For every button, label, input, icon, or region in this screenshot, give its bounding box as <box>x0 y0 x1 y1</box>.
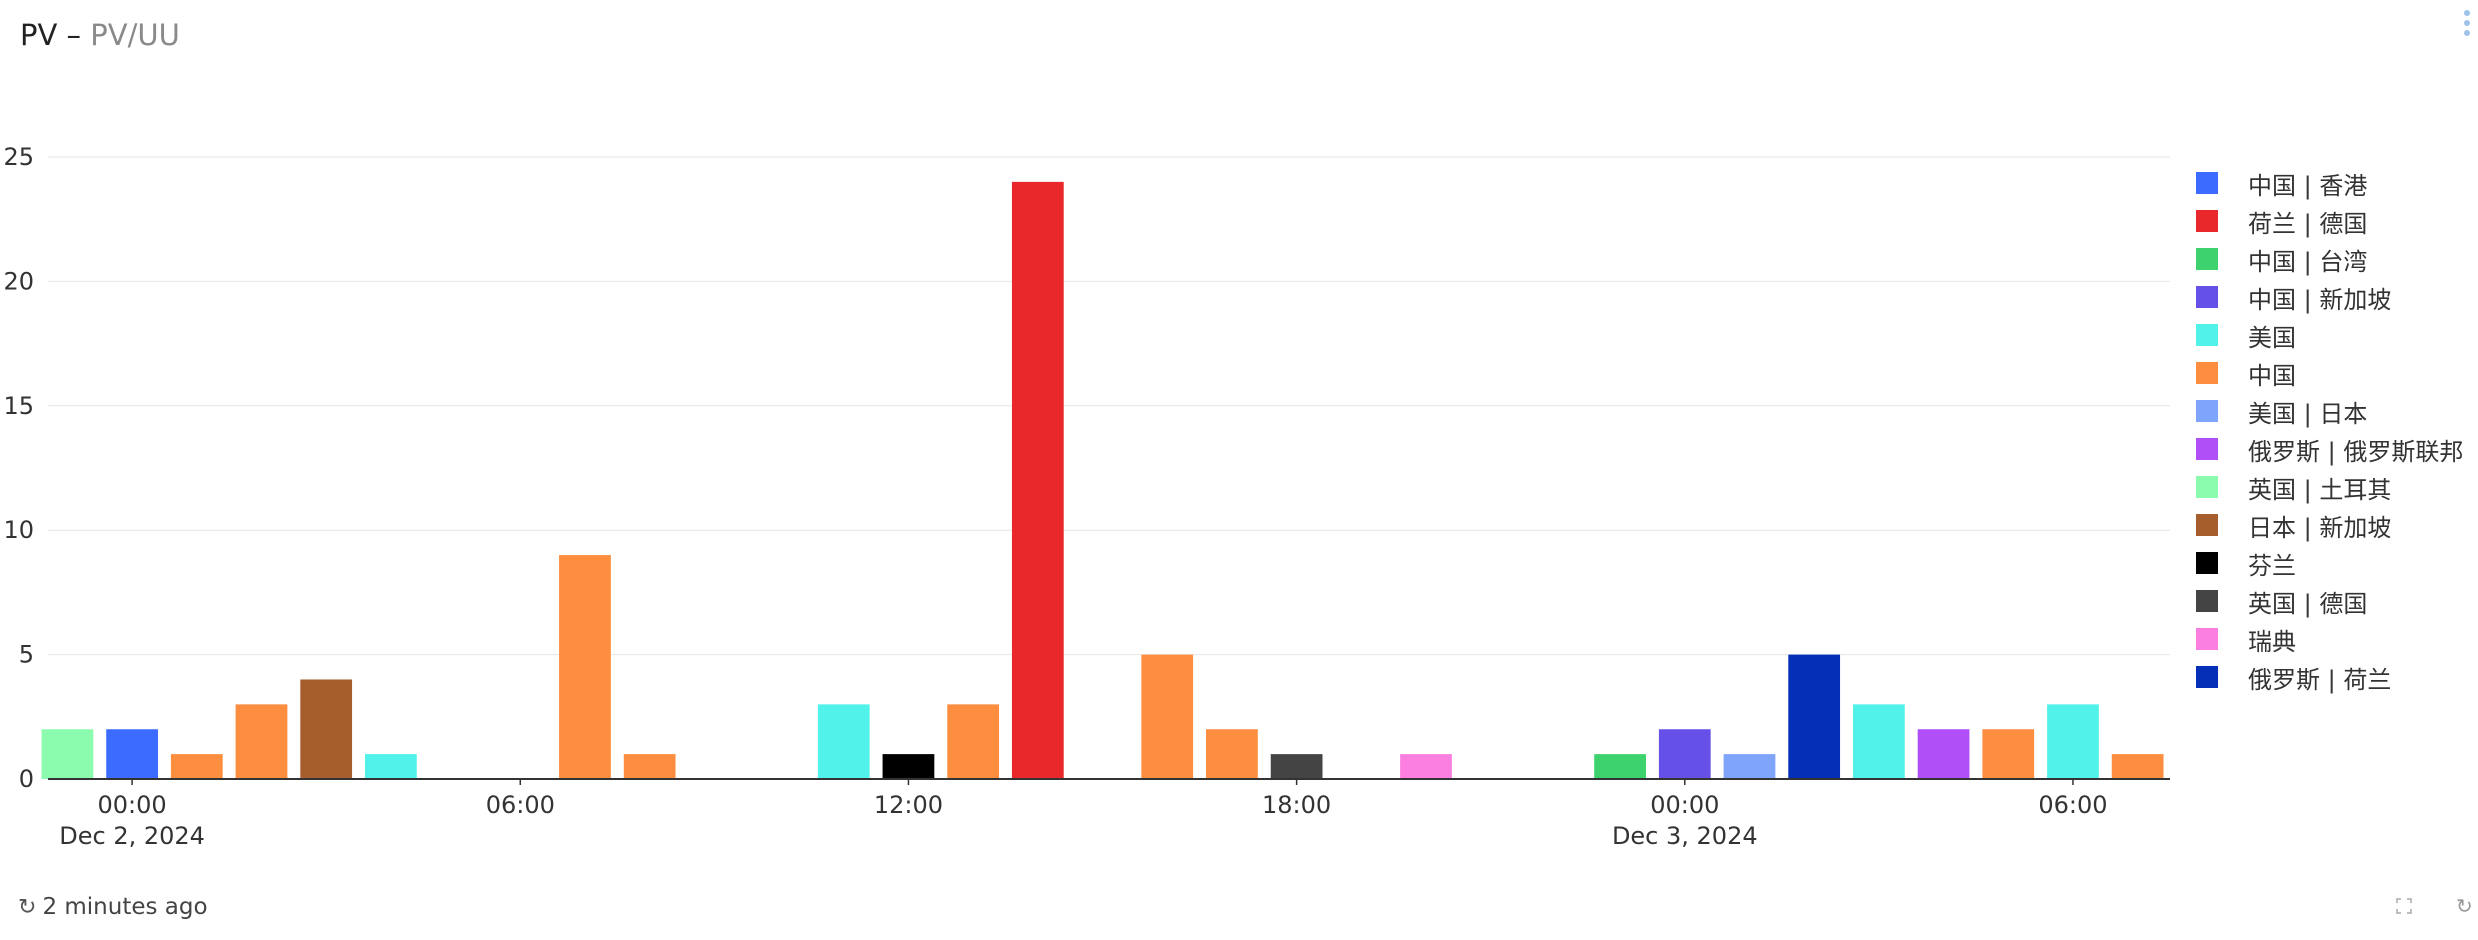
legend-item[interactable]: 瑞典 <box>2196 620 2463 658</box>
y-tick-label: 25 <box>3 143 34 171</box>
more-options-icon[interactable] <box>2462 10 2472 40</box>
legend-label: 荷兰 | 德国 <box>2248 209 2368 238</box>
y-tick-label: 20 <box>3 267 34 295</box>
legend-item[interactable]: 荷兰 | 德国 <box>2196 202 2463 240</box>
x-tick-date-label: Dec 3, 2024 <box>1612 822 1758 850</box>
bar[interactable] <box>1270 754 1323 779</box>
legend-item[interactable]: 日本 | 新加坡 <box>2196 506 2463 544</box>
last-updated-text: 2 minutes ago <box>42 894 208 920</box>
legend-swatch <box>2196 628 2218 650</box>
legend-swatch <box>2196 400 2218 422</box>
y-axis-ticks: 0 5 10 15 20 25 <box>3 143 34 793</box>
last-updated: ↻ 2 minutes ago <box>18 894 208 920</box>
legend-item[interactable]: 俄罗斯 | 荷兰 <box>2196 658 2463 696</box>
bar[interactable] <box>41 729 94 779</box>
y-tick-label: 5 <box>19 641 34 669</box>
legend-label: 美国 <box>2248 323 2296 352</box>
legend-swatch <box>2196 476 2218 498</box>
bar[interactable] <box>170 754 223 779</box>
chart-title: PV – PV/UU <box>20 18 180 52</box>
legend-label: 瑞典 <box>2248 627 2296 656</box>
legend-swatch <box>2196 172 2218 194</box>
bar[interactable] <box>1852 704 1905 779</box>
bar[interactable] <box>2111 754 2164 779</box>
chart-title-main: PV <box>20 18 58 52</box>
legend-swatch <box>2196 286 2218 308</box>
y-tick-label: 15 <box>3 392 34 420</box>
legend-item[interactable]: 中国 | 台湾 <box>2196 240 2463 278</box>
legend-label: 英国 | 土耳其 <box>2248 475 2392 504</box>
x-tick-label: 00:00 <box>98 791 167 819</box>
legend-item[interactable]: 俄罗斯 | 俄罗斯联邦 <box>2196 430 2463 468</box>
grid-lines <box>48 156 2170 656</box>
bar[interactable] <box>947 704 1000 779</box>
legend-label: 中国 <box>2248 361 2296 390</box>
bar[interactable] <box>623 754 676 779</box>
bar[interactable] <box>1658 729 1711 779</box>
bar[interactable] <box>365 754 417 779</box>
bar[interactable] <box>1206 729 1258 779</box>
legend-swatch <box>2196 324 2218 346</box>
legend-item[interactable]: 美国 <box>2196 316 2463 354</box>
legend-swatch <box>2196 210 2218 232</box>
legend-label: 中国 | 台湾 <box>2248 247 2368 276</box>
legend-item[interactable]: 中国 <box>2196 354 2463 392</box>
chart-title-separator: – <box>57 18 91 52</box>
bar[interactable] <box>1011 181 1064 779</box>
bar[interactable] <box>1594 754 1646 779</box>
legend-item[interactable]: 中国 | 新加坡 <box>2196 278 2463 316</box>
legend-item[interactable]: 芬兰 <box>2196 544 2463 582</box>
legend-label: 英国 | 德国 <box>2248 589 2368 618</box>
refresh-icon: ↻ <box>18 894 37 920</box>
bars <box>41 181 2164 779</box>
legend-item[interactable]: 美国 | 日本 <box>2196 392 2463 430</box>
bar[interactable] <box>1400 754 1452 779</box>
legend-swatch <box>2196 590 2218 612</box>
refresh-button-icon[interactable]: ↻ <box>2456 894 2473 918</box>
legend-label: 美国 | 日本 <box>2248 399 2368 428</box>
legend-swatch <box>2196 438 2218 460</box>
x-tick-label: 06:00 <box>486 791 555 819</box>
legend-swatch <box>2196 552 2218 574</box>
bar[interactable] <box>1917 729 1970 779</box>
x-tick-label: 12:00 <box>874 791 943 819</box>
x-tick-label: 06:00 <box>2038 791 2107 819</box>
legend-label: 俄罗斯 | 俄罗斯联邦 <box>2248 437 2464 466</box>
bar[interactable] <box>817 704 870 779</box>
legend-label: 中国 | 香港 <box>2248 171 2368 200</box>
chart-title-sub: PV/UU <box>90 18 180 52</box>
bar[interactable] <box>106 729 158 779</box>
legend: 中国 | 香港 荷兰 | 德国 中国 | 台湾 中国 | 新加坡 美国中国美国 | 日本… <box>2196 164 2463 696</box>
bar[interactable] <box>2047 704 2099 779</box>
legend-swatch <box>2196 248 2218 270</box>
x-tick-label: 00:00 <box>1650 791 1719 819</box>
bar[interactable] <box>235 704 288 779</box>
bar[interactable] <box>1723 754 1776 779</box>
bar[interactable] <box>1141 654 1194 779</box>
y-tick-label: 0 <box>19 765 34 793</box>
legend-item[interactable]: 英国 | 土耳其 <box>2196 468 2463 506</box>
legend-swatch <box>2196 666 2218 688</box>
legend-label: 中国 | 新加坡 <box>2248 285 2392 314</box>
legend-item[interactable]: 英国 | 德国 <box>2196 582 2463 620</box>
x-tick-date-label: Dec 2, 2024 <box>59 822 205 850</box>
fullscreen-icon[interactable] <box>2396 898 2412 914</box>
bar[interactable] <box>1982 729 2035 779</box>
legend-label: 日本 | 新加坡 <box>2248 513 2392 542</box>
legend-label: 俄罗斯 | 荷兰 <box>2248 665 2392 694</box>
y-tick-label: 10 <box>3 516 34 544</box>
bar[interactable] <box>1788 654 1841 779</box>
x-tick-label: 18:00 <box>1262 791 1331 819</box>
bar[interactable] <box>559 555 611 779</box>
bar-chart: 0 5 10 15 20 25 00:00 Dec 2, 2024 06:00 12:00 18:… <box>3 143 2170 850</box>
bar[interactable] <box>882 754 935 779</box>
bar[interactable] <box>300 679 353 779</box>
legend-swatch <box>2196 514 2218 536</box>
legend-label: 芬兰 <box>2248 551 2296 580</box>
x-axis-ticks: 00:00 Dec 2, 2024 06:00 12:00 18:00 00:00 Dec … <box>59 779 2108 850</box>
legend-swatch <box>2196 362 2218 384</box>
legend-item[interactable]: 中国 | 香港 <box>2196 164 2463 202</box>
